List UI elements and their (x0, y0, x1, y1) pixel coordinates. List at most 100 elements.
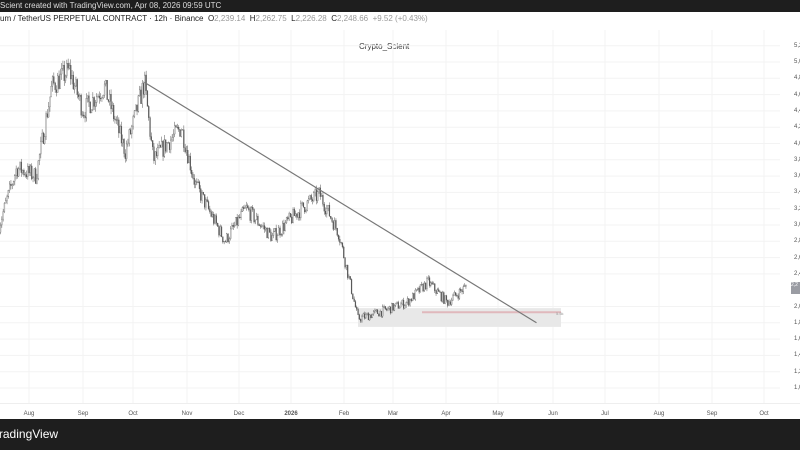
candle-body (417, 287, 419, 290)
candle-body (465, 285, 467, 287)
candle-body (253, 209, 255, 223)
candle-body (324, 210, 327, 215)
candle-body (77, 94, 80, 97)
candle-body (132, 116, 134, 127)
candle-body (391, 303, 393, 314)
candle-body (217, 223, 219, 227)
candle-body (165, 139, 167, 152)
candle-body (349, 276, 351, 280)
candle-body (348, 276, 350, 278)
candle-body (227, 233, 229, 243)
price-tick: 4,6 (794, 91, 800, 98)
candle-body (106, 80, 108, 100)
candle-body (163, 139, 165, 157)
candle-body (421, 284, 423, 285)
candle-body (352, 293, 354, 300)
time-tick: 2026 (284, 411, 298, 417)
price-tick: 1,8 (794, 319, 800, 326)
price-axis[interactable]: 5,2 5,0 4,8 4,6 4,4 4,2 4,0 3,8 3,6 3,4 3,2 3,0 2,8 2… (780, 30, 800, 410)
candle-body (436, 289, 438, 294)
candle-body (57, 75, 59, 93)
candle-body (102, 95, 104, 98)
candle-body (87, 95, 89, 99)
candle-body (109, 94, 111, 102)
time-tick: Jun (548, 411, 558, 417)
candle-body (464, 285, 466, 287)
candle-body (183, 129, 185, 148)
candle-body (66, 63, 68, 77)
candle-body (454, 292, 457, 296)
candle-body (288, 213, 290, 220)
open-label: O (207, 14, 215, 23)
candle-body (422, 284, 424, 292)
candle-body (71, 75, 73, 80)
candle-body (45, 113, 47, 137)
candle-body (353, 298, 355, 302)
candle-body (412, 293, 414, 302)
candle-body (207, 201, 210, 209)
candle-body (2, 211, 4, 220)
candle-body (375, 309, 377, 311)
candle-body (406, 298, 409, 303)
candle-body (337, 235, 340, 240)
candle-body (49, 96, 51, 108)
candle-body (55, 89, 58, 93)
candle-body (456, 295, 458, 297)
candle-body (133, 110, 136, 117)
price-tick: 3,0 (794, 222, 800, 228)
candle-body (289, 213, 292, 218)
candle-body (70, 65, 72, 80)
candle-body (340, 242, 342, 244)
candle-body (305, 210, 307, 213)
candle-body (139, 89, 141, 96)
candle-body (274, 228, 276, 232)
candle-body (300, 202, 302, 219)
candle-body (33, 168, 35, 178)
candle-body (256, 215, 258, 221)
candle-body (157, 147, 159, 157)
candle-body (80, 95, 82, 116)
time-tick: Apr (441, 411, 451, 417)
candle-body (129, 129, 132, 135)
candle-body (283, 222, 285, 231)
high-value: 2,262.75 (255, 14, 287, 23)
candle-body (244, 207, 246, 209)
candle-body (343, 246, 345, 258)
candle-body (22, 170, 24, 173)
time-axis[interactable]: Aug Sep Oct Nov Dec 2026 Feb Mar Apr May Jun Jul Aug… (0, 403, 800, 419)
candle-body (113, 104, 115, 120)
candle-body (131, 125, 133, 135)
candle-body (296, 213, 298, 218)
trendline (144, 81, 537, 324)
candle-body (431, 282, 433, 285)
candle-body (79, 95, 81, 97)
candle-body (107, 99, 110, 102)
candle-body (144, 74, 146, 95)
symbol-name[interactable]: um / TetherUS PERPETUAL CONTRACT · 12h ·… (0, 14, 204, 23)
candle-body (231, 225, 233, 230)
candle-body (35, 168, 37, 184)
candle-body (89, 101, 91, 114)
candle-body (142, 83, 145, 95)
candle-body (370, 314, 372, 319)
price-tick: 2,0 (794, 303, 800, 310)
candle-body (376, 309, 379, 314)
candle-body (184, 147, 186, 153)
current-price-label: 2,2 (791, 282, 800, 294)
candle-body (258, 224, 260, 226)
candle-body (168, 142, 171, 150)
candle-body (262, 225, 264, 227)
candle-body (435, 290, 437, 294)
author-watermark: Crypto_Scient (359, 42, 410, 51)
candle-body (388, 306, 390, 309)
candle-body (384, 306, 386, 310)
candle-body (449, 301, 451, 305)
price-chart[interactable] (0, 0, 780, 403)
candle-body (58, 75, 60, 89)
time-tick: Sep (77, 411, 89, 417)
candle-body (38, 153, 41, 162)
time-tick: May (492, 411, 504, 417)
candle-body (271, 235, 273, 241)
candle-body (447, 299, 449, 306)
candle-body (126, 143, 128, 159)
